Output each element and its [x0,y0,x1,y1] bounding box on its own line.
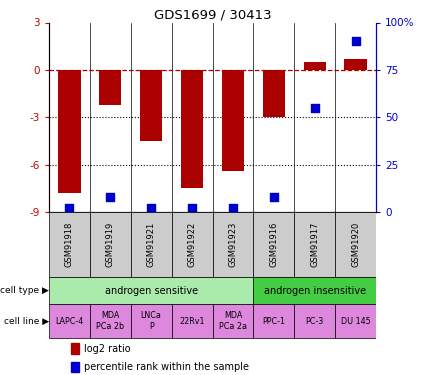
Text: GSM91916: GSM91916 [269,222,278,267]
Point [230,205,236,211]
Bar [222,70,244,171]
Text: 22Rv1: 22Rv1 [179,316,205,326]
Bar [344,59,367,70]
FancyBboxPatch shape [131,212,172,277]
FancyBboxPatch shape [294,212,335,277]
Text: MDA
PCa 2b: MDA PCa 2b [96,312,124,331]
Text: PC-3: PC-3 [306,316,324,326]
FancyBboxPatch shape [49,304,90,338]
Point [312,105,318,111]
Text: DU 145: DU 145 [341,316,371,326]
Bar [303,62,326,70]
FancyBboxPatch shape [335,212,376,277]
FancyBboxPatch shape [212,304,253,338]
Text: LNCa
P: LNCa P [141,312,162,331]
FancyBboxPatch shape [131,304,172,338]
FancyBboxPatch shape [172,212,212,277]
Text: PPC-1: PPC-1 [262,316,285,326]
Text: GSM91920: GSM91920 [351,222,360,267]
Text: androgen sensitive: androgen sensitive [105,286,198,296]
Text: MDA
PCa 2a: MDA PCa 2a [219,312,247,331]
Bar [181,70,203,188]
FancyBboxPatch shape [49,277,253,304]
FancyBboxPatch shape [90,212,131,277]
Text: log2 ratio: log2 ratio [84,344,130,354]
Bar [71,362,79,372]
Bar [140,70,162,141]
FancyBboxPatch shape [90,304,131,338]
Point [107,194,113,200]
Text: GSM91918: GSM91918 [65,222,74,267]
Text: percentile rank within the sample: percentile rank within the sample [84,362,249,372]
Text: androgen insensitive: androgen insensitive [264,286,366,296]
Point [148,205,155,211]
Text: GSM91917: GSM91917 [310,222,319,267]
Text: cell line ▶: cell line ▶ [4,316,49,326]
Point [66,205,73,211]
Bar [71,344,79,354]
Bar [58,70,81,193]
FancyBboxPatch shape [294,304,335,338]
Text: GSM91919: GSM91919 [106,222,115,267]
Text: LAPC-4: LAPC-4 [55,316,83,326]
Point [270,194,277,200]
Text: GSM91922: GSM91922 [187,222,196,267]
FancyBboxPatch shape [253,277,376,304]
Point [352,39,359,45]
FancyBboxPatch shape [49,212,90,277]
Point [189,205,196,211]
Bar [99,70,122,105]
Text: GSM91923: GSM91923 [229,222,238,267]
FancyBboxPatch shape [253,212,294,277]
Title: GDS1699 / 30413: GDS1699 / 30413 [154,8,271,21]
FancyBboxPatch shape [212,212,253,277]
Text: cell type ▶: cell type ▶ [0,286,49,295]
FancyBboxPatch shape [172,304,212,338]
Bar [263,70,285,117]
FancyBboxPatch shape [335,304,376,338]
FancyBboxPatch shape [253,304,294,338]
Text: GSM91921: GSM91921 [147,222,156,267]
